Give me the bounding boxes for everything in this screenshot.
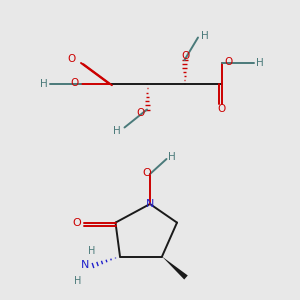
Text: O: O: [136, 107, 145, 118]
Polygon shape: [162, 256, 188, 280]
Text: O: O: [70, 78, 79, 88]
Text: H: H: [74, 275, 82, 286]
Text: O: O: [72, 218, 81, 228]
Text: N: N: [146, 199, 154, 209]
Text: H: H: [256, 58, 263, 68]
Text: H: H: [168, 152, 176, 163]
Text: H: H: [113, 125, 121, 136]
Text: N: N: [80, 260, 89, 270]
Text: O: O: [182, 51, 190, 62]
Text: O: O: [68, 54, 76, 64]
Text: H: H: [88, 245, 96, 256]
Text: H: H: [201, 31, 208, 41]
Text: O: O: [142, 168, 151, 178]
Text: O: O: [224, 57, 233, 68]
Text: H: H: [40, 79, 47, 89]
Text: O: O: [218, 104, 226, 114]
